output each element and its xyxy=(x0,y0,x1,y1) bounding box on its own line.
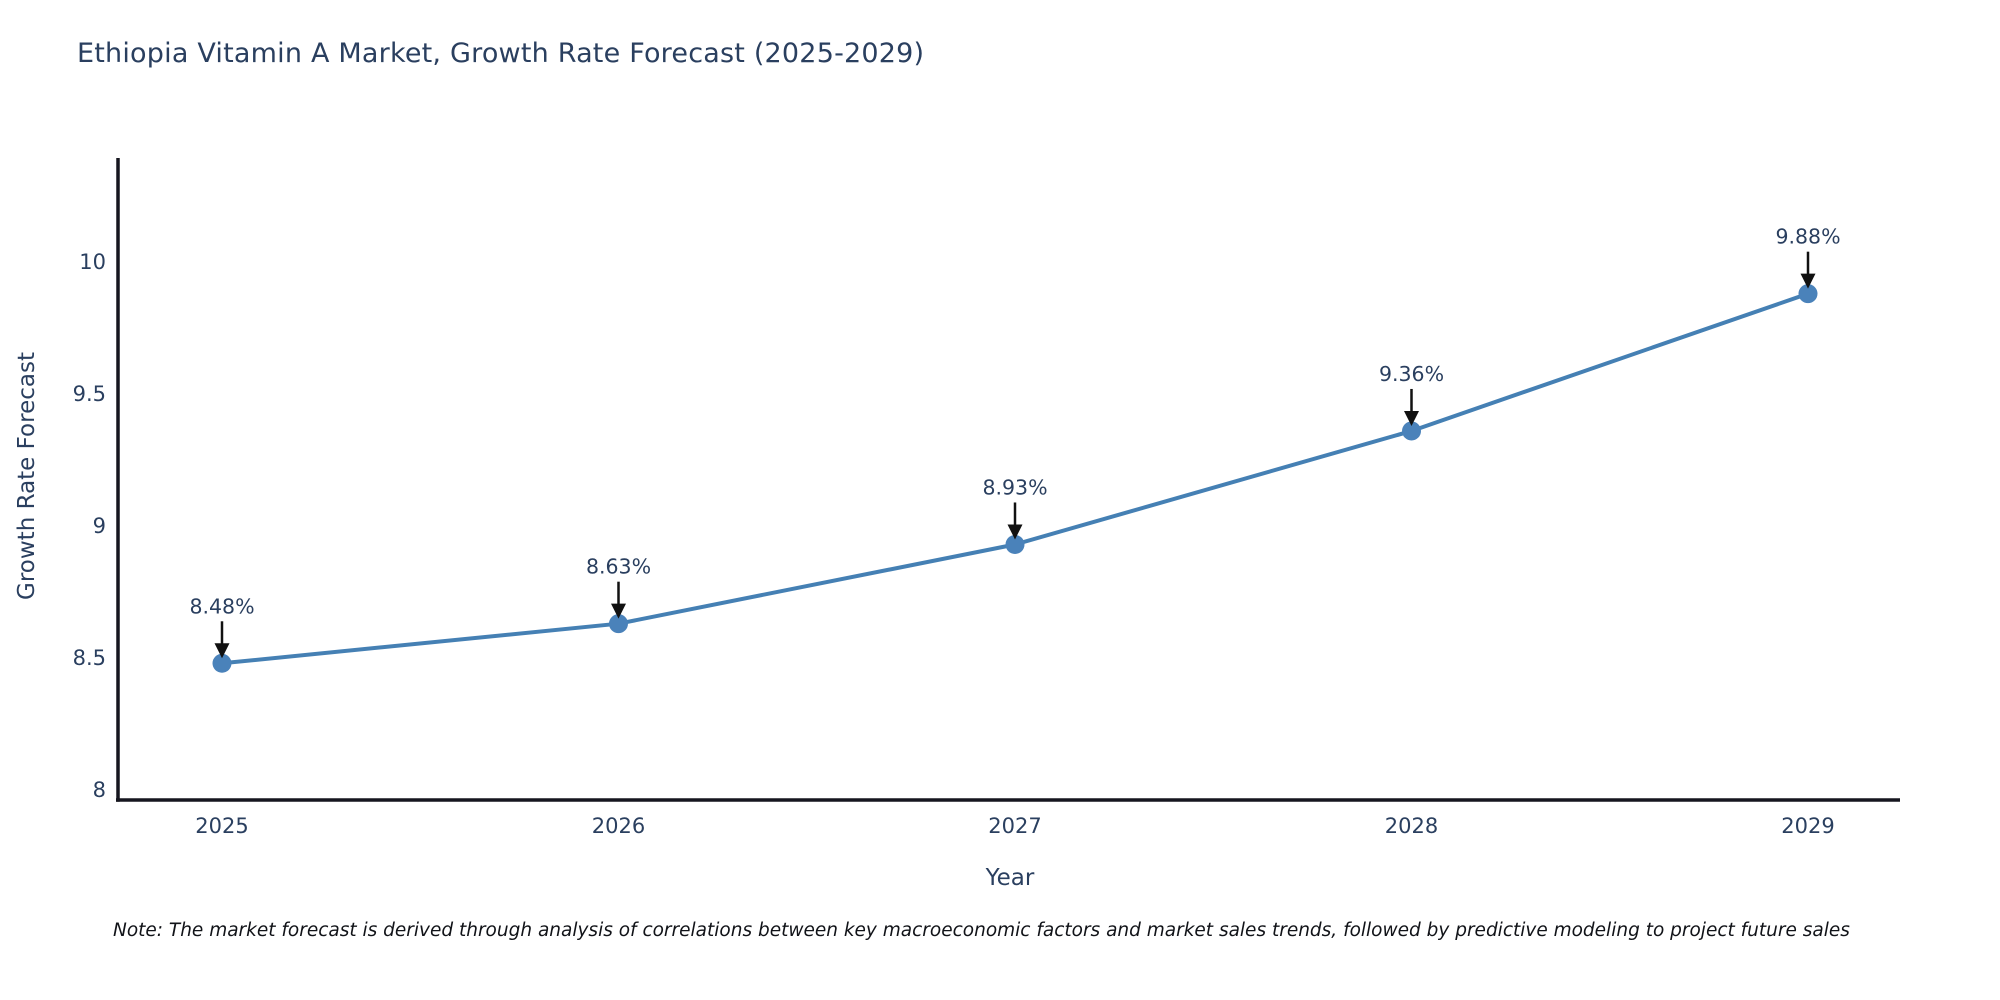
data-point-marker xyxy=(212,653,232,673)
data-point-label: 8.63% xyxy=(586,555,651,579)
x-tick-label: 2027 xyxy=(988,814,1041,838)
x-tick-label: 2026 xyxy=(592,814,645,838)
y-tick-label: 8 xyxy=(93,778,106,802)
annotation-arrowhead xyxy=(1404,410,1419,426)
y-tick-label: 10 xyxy=(79,250,106,274)
x-axis-title: Year xyxy=(985,865,1035,891)
annotation-arrowhead xyxy=(214,643,230,659)
data-point-marker xyxy=(1798,284,1818,304)
x-tick-label: 2028 xyxy=(1385,814,1438,838)
data-point-label: 8.48% xyxy=(189,594,254,618)
data-point-marker xyxy=(1402,421,1421,441)
y-tick-label: 8.5 xyxy=(73,646,106,670)
data-point-label: 9.36% xyxy=(1379,362,1444,386)
annotation-arrowhead xyxy=(1800,273,1816,289)
y-tick-label: 9 xyxy=(93,514,106,538)
y-axis-title: Growth Rate Forecast xyxy=(14,352,40,600)
data-point-label: 9.88% xyxy=(1775,225,1840,249)
x-tick-label: 2025 xyxy=(195,814,248,838)
data-point-label: 8.93% xyxy=(982,475,1047,499)
data-point-marker xyxy=(1005,534,1025,554)
footnote: Note: The market forecast is derived thr… xyxy=(113,920,1850,941)
annotation-arrowhead xyxy=(1007,524,1023,540)
chart-title: Ethiopia Vitamin A Market, Growth Rate F… xyxy=(77,38,925,69)
annotation-arrowhead xyxy=(611,603,626,619)
x-tick-label: 2029 xyxy=(1781,814,1834,838)
y-tick-label: 9.5 xyxy=(73,382,106,406)
data-point-marker xyxy=(609,614,628,634)
